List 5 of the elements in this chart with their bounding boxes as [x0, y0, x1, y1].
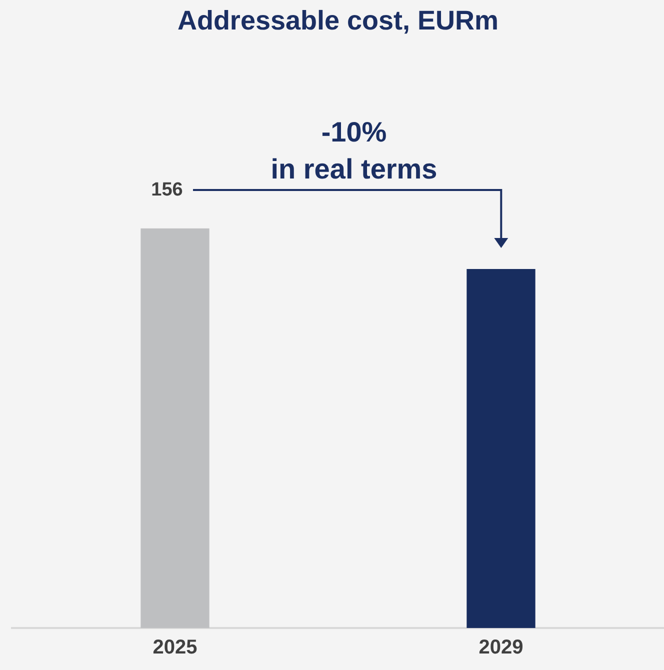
- x-tick-label: 2025: [152, 636, 198, 659]
- data-label: 156: [151, 180, 183, 201]
- text: -10% in real terms: [270, 116, 438, 185]
- chart-title: Addressable cost, EURm: [177, 6, 499, 36]
- x-tick-label: 2029: [478, 636, 524, 659]
